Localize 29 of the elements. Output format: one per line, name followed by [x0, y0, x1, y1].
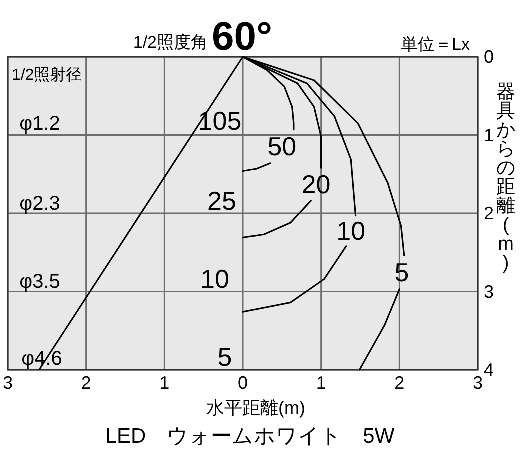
x-tick-label: 2 [394, 373, 405, 393]
text: 器具からの距離(m) [496, 82, 516, 274]
x-axis-title: 水平距離(m) [206, 398, 306, 418]
text: LED ウォームホワイト 5W [105, 425, 395, 448]
x-tick-label: 0 [238, 373, 248, 393]
text: 単位＝Lx [401, 35, 470, 54]
annotation: 105 [198, 106, 242, 136]
series-label: 10 [336, 216, 366, 246]
annotation: 1/2照射径 [12, 66, 82, 84]
annotation: 10 [200, 264, 230, 294]
series-label: 20 [302, 170, 331, 200]
chart-title: 1/2照度角 [133, 33, 208, 52]
annotation: 5 [218, 342, 232, 372]
y-tick-label: 0 [484, 47, 494, 67]
x-tick-label: 3 [2, 373, 14, 393]
annotation: φ1.2 [20, 113, 60, 135]
x-tick-label: 2 [81, 373, 92, 393]
x-tick-label: 1 [160, 373, 170, 393]
y-tick-label: 2 [484, 204, 494, 224]
chart-subtitle: 60° [212, 15, 272, 59]
y-tick-label: 3 [484, 282, 494, 302]
y-tick-label: 4 [484, 360, 494, 380]
series-label: 50 [268, 132, 297, 162]
y-tick-label: 1 [484, 125, 494, 146]
annotation: φ2.3 [20, 193, 60, 215]
annotation: φ3.5 [20, 271, 60, 293]
series-label: 5 [394, 258, 410, 288]
x-tick-label: 1 [316, 373, 326, 393]
annotation: 25 [208, 186, 236, 216]
